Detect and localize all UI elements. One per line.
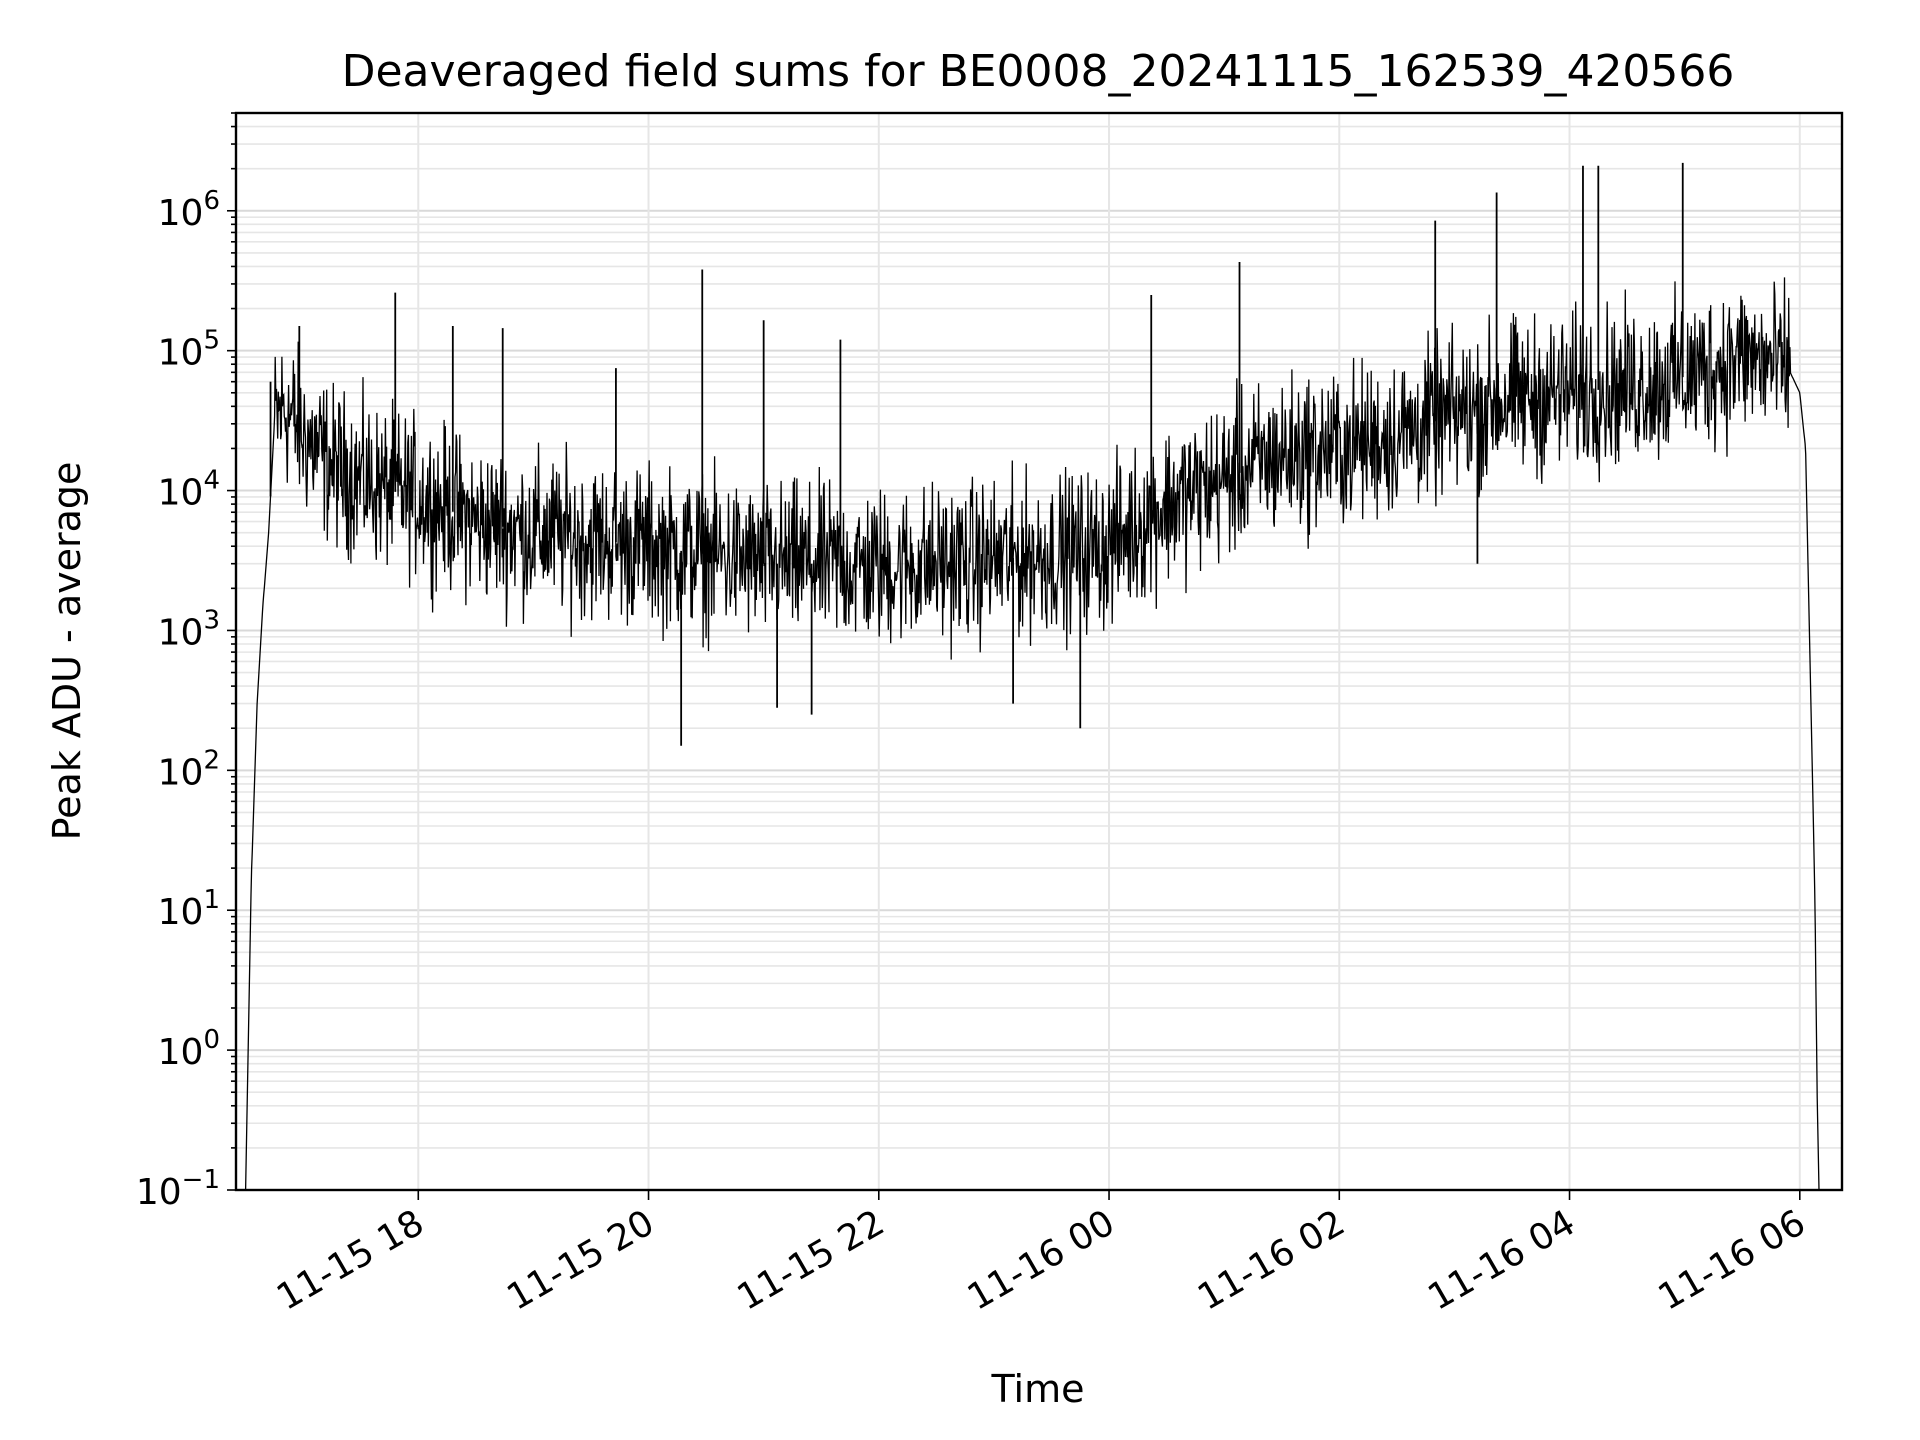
y-tick-label: 104 [158, 466, 220, 514]
y-tick-label: 100 [158, 1025, 220, 1073]
series-line [244, 277, 1820, 1190]
y-axis: 10−1 100 101 102 103 104 105 106 [136, 112, 236, 1213]
x-axis-label: Time [991, 1367, 1085, 1411]
y-tick-label: 103 [158, 605, 220, 653]
y-axis-label: Peak ADU - average [45, 462, 89, 841]
chart-title: Deaveraged field sums for BE0008_2024111… [342, 46, 1735, 97]
y-tick-label: 105 [158, 326, 220, 374]
y-tick-label: 10−1 [136, 1165, 220, 1213]
y-tick-label: 101 [158, 885, 220, 933]
y-tick-label: 106 [158, 186, 220, 234]
grid-lines [236, 112, 1842, 1191]
series-layer [244, 162, 1820, 1190]
y-tick-label: 102 [158, 745, 220, 793]
